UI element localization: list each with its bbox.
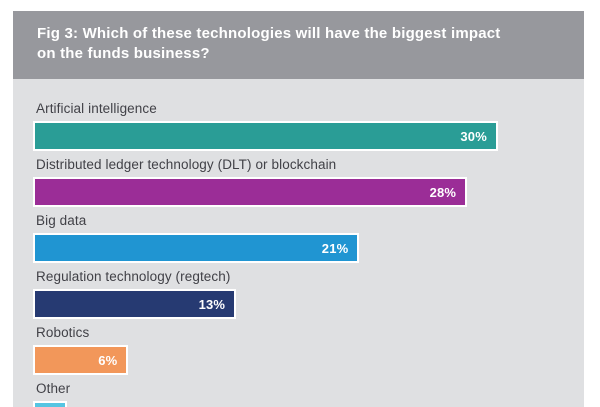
bar-value: 28% <box>429 184 457 200</box>
chart-row: Robotics 6% <box>33 324 584 375</box>
chart-row: Artificial intelligence 30% <box>33 100 584 151</box>
figure-title: Fig 3: Which of these technologies will … <box>37 25 501 62</box>
bar-value: 21% <box>321 240 349 256</box>
chart-row: Other 2% <box>33 380 584 407</box>
bar-category-label: Regulation technology (regtech) <box>36 269 231 284</box>
bar-category-label: Distributed ledger technology (DLT) or b… <box>36 157 337 172</box>
chart-area: Artificial intelligence 30% Distributed le… <box>13 79 584 407</box>
chart-row: Distributed ledger technology (DLT) or b… <box>33 156 584 207</box>
chart-row: Regulation technology (regtech) 13% <box>33 268 584 319</box>
bar-line: 2% <box>33 401 584 407</box>
bar-line: 30% <box>33 121 584 151</box>
bar <box>33 401 67 407</box>
bar-value: 13% <box>198 296 226 312</box>
bar-value: 6% <box>98 352 118 368</box>
bar: 13% <box>33 289 237 319</box>
bar-category-label: Artificial intelligence <box>36 101 157 116</box>
bar-category-label: Other <box>36 381 71 396</box>
bar: 28% <box>33 177 468 207</box>
bar-line: 13% <box>33 289 584 319</box>
chart-row: Big data 21% <box>33 212 584 263</box>
bar-category-label: Big data <box>36 213 87 228</box>
bar-line: 6% <box>33 345 584 375</box>
bar: 6% <box>33 345 129 375</box>
figure-title-bar: Fig 3: Which of these technologies will … <box>13 11 584 79</box>
bar-value: 30% <box>460 128 487 144</box>
bar-category-label: Robotics <box>36 325 90 340</box>
bar-line: 21% <box>33 233 584 263</box>
bar: 30% <box>33 121 498 151</box>
bar-chart: Artificial intelligence 30% Distributed le… <box>33 100 584 407</box>
figure-canvas: Fig 3: Which of these technologies will … <box>13 11 584 407</box>
bar: 21% <box>33 233 360 263</box>
bar-line: 28% <box>33 177 584 207</box>
